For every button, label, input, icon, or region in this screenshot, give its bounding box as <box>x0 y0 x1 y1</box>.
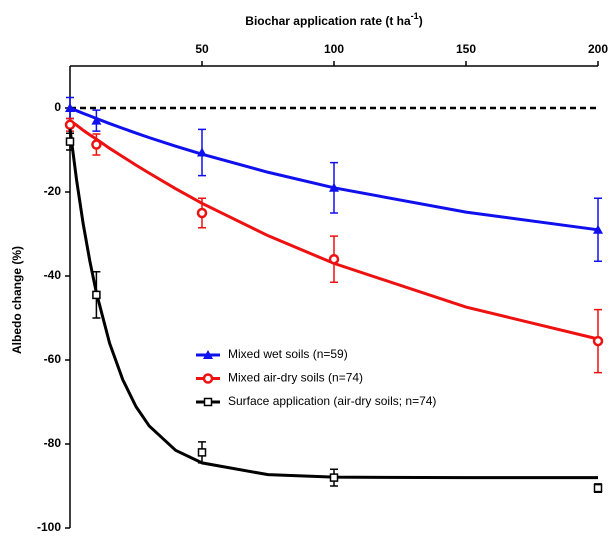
x-axis-title-end: ) <box>419 14 423 28</box>
x-tick-label: 200 <box>588 42 608 56</box>
marker <box>203 397 213 407</box>
marker <box>593 224 603 234</box>
marker <box>65 103 75 112</box>
y-tick-label: -80 <box>44 436 62 450</box>
marker <box>64 119 76 131</box>
marker <box>329 182 339 192</box>
marker <box>92 290 101 300</box>
y-tick-label: -40 <box>44 268 62 282</box>
x-tick-label: 100 <box>324 42 344 56</box>
fit-curve <box>68 128 598 480</box>
marker <box>197 147 207 157</box>
legend-label: Mixed wet soils (n=59) <box>228 347 348 361</box>
marker <box>197 448 207 457</box>
y-tick-label: -60 <box>44 352 62 366</box>
marker <box>196 207 208 219</box>
marker <box>328 253 340 265</box>
marker <box>593 483 603 493</box>
x-axis-title: Biochar application rate (t ha-1) <box>245 11 422 28</box>
y-tick-label: -100 <box>37 520 61 533</box>
marker <box>592 335 604 347</box>
fit-curve <box>69 106 599 232</box>
y-tick-label: 0 <box>54 100 61 114</box>
marker <box>202 373 214 384</box>
marker <box>203 350 213 359</box>
x-tick-label: 50 <box>195 42 209 56</box>
marker <box>91 115 102 125</box>
legend-label: Mixed air-dry soils (n=74) <box>228 371 363 385</box>
x-axis-title-main: Biochar application rate (t ha <box>245 14 411 28</box>
y-axis-title: Albedo change (%) <box>10 246 24 354</box>
marker <box>65 137 75 146</box>
marker <box>91 139 102 150</box>
fit-curve <box>69 119 599 341</box>
x-tick-label: 150 <box>456 42 476 56</box>
marker <box>329 473 339 482</box>
y-tick-label: -20 <box>44 184 62 198</box>
x-axis-title-sup: -1 <box>411 11 419 21</box>
legend-label: Surface application (air-dry soils; n=74… <box>228 394 436 408</box>
